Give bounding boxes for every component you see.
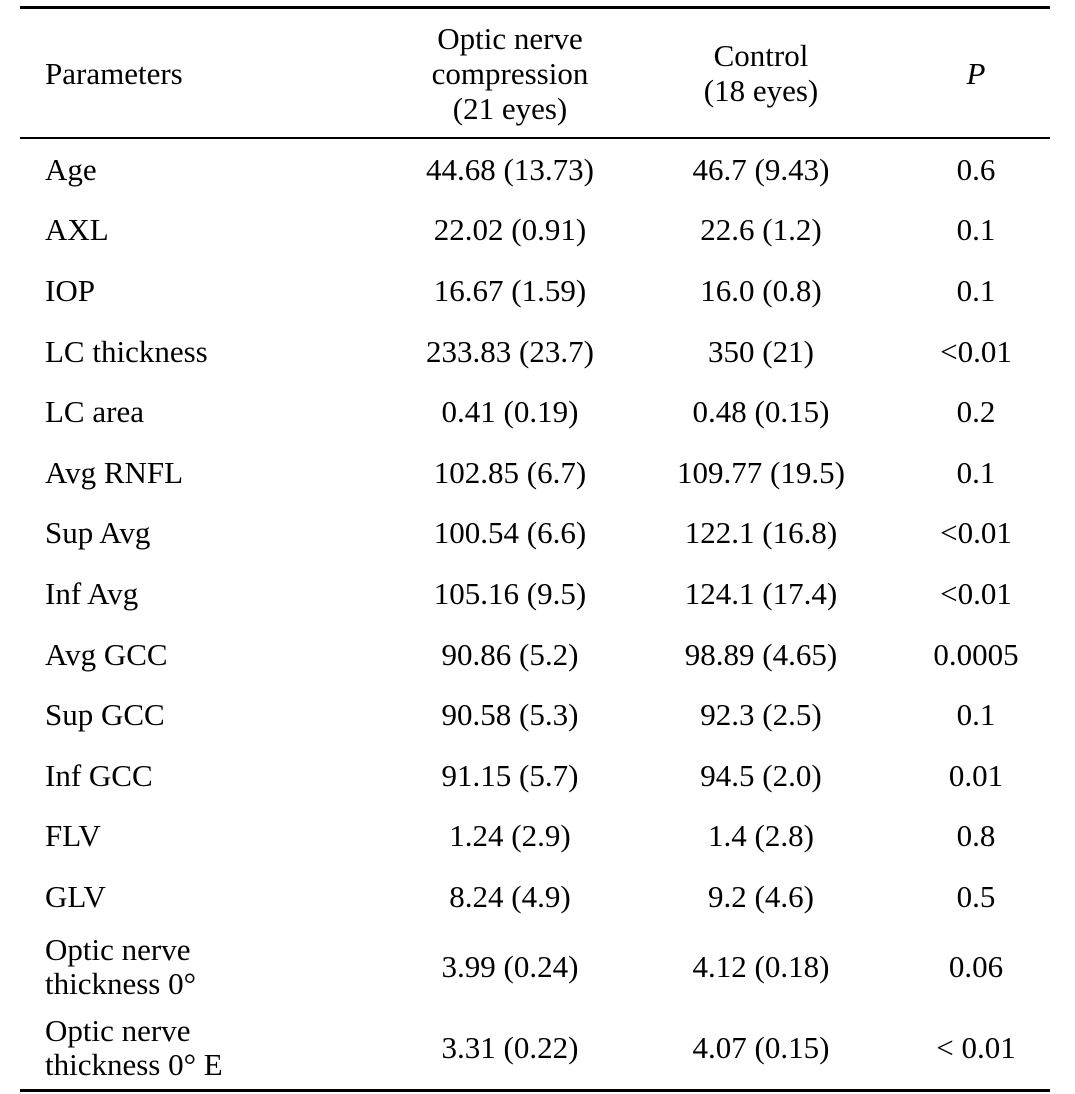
table-row: Inf Avg 105.16 (9.5) 124.1 (17.4) <0.01 (20, 563, 1050, 624)
cell-control-value: 16.0 (0.8) (700, 272, 822, 308)
header-onc-line1: Optic nerve (437, 20, 583, 56)
cell-control-value: 98.89 (4.65) (684, 636, 838, 672)
cell-parameter-line1: Optic nerve (45, 1013, 191, 1049)
cell-onc-value: 233.83 (23.7) (426, 333, 594, 369)
cell-control-value: 1.4 (2.8) (708, 818, 814, 854)
table-row: Optic nerve thickness 0° 3.99 (0.24) 4.1… (20, 927, 1050, 1008)
cell-p-value: <0.01 (940, 515, 1012, 551)
cell-parameter: Sup Avg (45, 515, 151, 551)
cell-control-value: 9.2 (4.6) (708, 878, 814, 914)
cell-control-value: 46.7 (9.43) (692, 151, 830, 187)
cell-p-value: < 0.01 (936, 1030, 1016, 1066)
table-row: LC area 0.41 (0.19) 0.48 (0.15) 0.2 (20, 381, 1050, 442)
cell-onc-value: 100.54 (6.6) (433, 515, 587, 551)
cell-parameter: AXL (45, 212, 109, 248)
header-onc-line3: (21 eyes) (452, 90, 568, 126)
cell-control-value: 122.1 (16.8) (684, 515, 838, 551)
header-onc-line2: compression (431, 55, 589, 91)
cell-parameter: Avg GCC (45, 636, 168, 672)
table-row: Inf GCC 91.15 (5.7) 94.5 (2.0) 0.01 (20, 745, 1050, 806)
header-control-line2: (18 eyes) (703, 73, 819, 108)
table-body: Age 44.68 (13.73) 46.7 (9.43) 0.6 AXL 22… (20, 138, 1050, 1091)
cell-p-value: 0.06 (948, 949, 1004, 985)
cell-onc-value: 22.02 (0.91) (433, 212, 587, 248)
table-header: Parameters Optic nerve compression (21 e… (20, 7, 1050, 139)
cell-parameter: Optic nerve thickness 0° E (20, 1008, 400, 1091)
table-row: Sup GCC 90.58 (5.3) 92.3 (2.5) 0.1 (20, 684, 1050, 745)
cell-parameter-line2: thickness 0° (45, 966, 197, 1002)
cell-onc-value: 105.16 (9.5) (433, 575, 587, 611)
cell-p-value: 0.1 (956, 454, 996, 490)
table-row: GLV 8.24 (4.9) 9.2 (4.6) 0.5 (20, 866, 1050, 927)
cell-parameter: Sup GCC (45, 697, 165, 733)
cell-control-value: 4.07 (0.15) (692, 1030, 830, 1066)
cell-parameter-line1: Optic nerve (45, 932, 191, 968)
header-p-label: P (966, 55, 986, 91)
cell-parameter: LC thickness (45, 333, 208, 369)
cell-parameter-line2: thickness 0° E (45, 1047, 223, 1083)
cell-onc-value: 3.99 (0.24) (441, 949, 579, 985)
cell-control-value: 94.5 (2.0) (700, 757, 822, 793)
header-parameters-label: Parameters (45, 55, 183, 91)
cell-p-value: 0.1 (956, 272, 996, 308)
cell-onc-value: 0.41 (0.19) (441, 394, 579, 430)
cell-onc-value: 90.58 (5.3) (441, 697, 579, 733)
cell-onc-value: 16.67 (1.59) (433, 272, 587, 308)
cell-parameter: Age (45, 151, 97, 187)
cell-parameter: Avg RNFL (45, 454, 184, 490)
cell-p-value: 0.5 (956, 878, 996, 914)
table-row: Age 44.68 (13.73) 46.7 (9.43) 0.6 (20, 138, 1050, 200)
cell-p-value: 0.6 (956, 151, 996, 187)
data-table-container: Parameters Optic nerve compression (21 e… (20, 6, 1050, 1092)
table-row: LC thickness 233.83 (23.7) 350 (21) <0.0… (20, 321, 1050, 382)
cell-p-value: 0.1 (956, 697, 996, 733)
cell-p-value: 0.2 (956, 394, 996, 430)
header-row: Parameters Optic nerve compression (21 e… (20, 7, 1050, 139)
cell-p-value: <0.01 (940, 575, 1012, 611)
cell-onc-value: 1.24 (2.9) (449, 818, 571, 854)
cell-control-value: 109.77 (19.5) (677, 454, 845, 490)
table-row: Avg GCC 90.86 (5.2) 98.89 (4.65) 0.0005 (20, 624, 1050, 685)
cell-parameter: IOP (45, 272, 95, 308)
header-optic-nerve-compression: Optic nerve compression (21 eyes) (400, 8, 620, 139)
cell-onc-value: 44.68 (13.73) (426, 151, 594, 187)
cell-onc-value: 3.31 (0.22) (441, 1030, 579, 1066)
cell-control-value: 92.3 (2.5) (700, 697, 822, 733)
cell-p-value: 0.0005 (933, 636, 1019, 672)
comparison-table: Parameters Optic nerve compression (21 e… (20, 6, 1050, 1092)
cell-onc-value: 90.86 (5.2) (441, 636, 579, 672)
cell-parameter: Inf GCC (45, 757, 153, 793)
cell-control-value: 4.12 (0.18) (692, 949, 830, 985)
cell-parameter: FLV (45, 818, 101, 854)
table-row: Avg RNFL 102.85 (6.7) 109.77 (19.5) 0.1 (20, 442, 1050, 503)
cell-p-value: 0.8 (956, 818, 996, 854)
cell-p-value: 0.1 (956, 212, 996, 248)
table-row: Optic nerve thickness 0° E 3.31 (0.22) 4… (20, 1008, 1050, 1091)
cell-parameter: GLV (45, 878, 106, 914)
cell-control-value: 22.6 (1.2) (700, 212, 822, 248)
cell-parameter: LC area (45, 394, 144, 430)
header-control: Control (18 eyes) (620, 8, 902, 139)
table-row: IOP 16.67 (1.59) 16.0 (0.8) 0.1 (20, 260, 1050, 321)
cell-parameter: Optic nerve thickness 0° (20, 927, 400, 1008)
table-row: Sup Avg 100.54 (6.6) 122.1 (16.8) <0.01 (20, 503, 1050, 564)
header-parameters: Parameters (20, 8, 400, 139)
table-row: FLV 1.24 (2.9) 1.4 (2.8) 0.8 (20, 806, 1050, 867)
cell-control-value: 350 (21) (708, 333, 814, 369)
table-row: AXL 22.02 (0.91) 22.6 (1.2) 0.1 (20, 200, 1050, 261)
cell-control-value: 0.48 (0.15) (692, 394, 830, 430)
cell-onc-value: 8.24 (4.9) (449, 878, 571, 914)
cell-p-value: <0.01 (940, 333, 1012, 369)
header-control-line1: Control (713, 38, 809, 73)
cell-control-value: 124.1 (17.4) (684, 575, 838, 611)
cell-onc-value: 91.15 (5.7) (441, 757, 579, 793)
cell-p-value: 0.01 (948, 757, 1004, 793)
cell-parameter: Inf Avg (45, 575, 139, 611)
cell-onc-value: 102.85 (6.7) (433, 454, 587, 490)
header-p-value: P (902, 8, 1050, 139)
